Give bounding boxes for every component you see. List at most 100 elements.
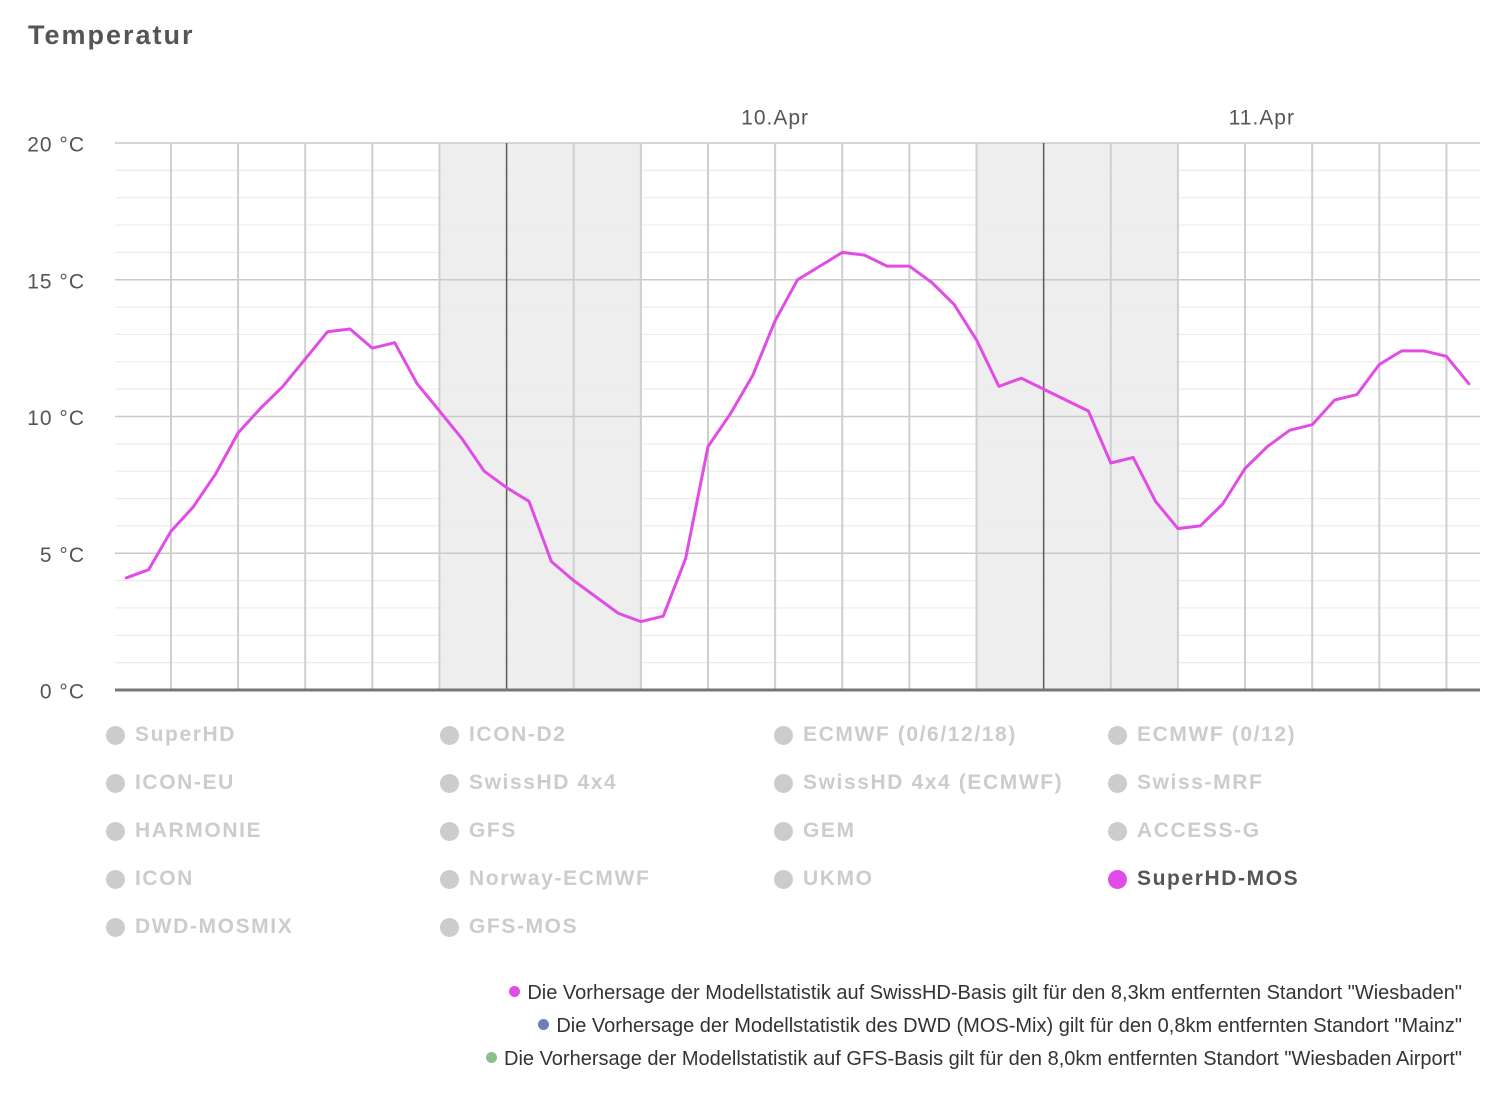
legend-label: GFS-MOS: [469, 915, 579, 938]
data-point: [995, 382, 1003, 390]
data-point: [726, 410, 734, 418]
data-point: [592, 593, 600, 601]
legend-label: SwissHD 4x4: [469, 771, 618, 794]
y-tick-label: 5 °C: [40, 544, 85, 567]
data-point: [1286, 426, 1294, 434]
y-tick-label: 20 °C: [27, 134, 85, 157]
legend-marker: [774, 725, 793, 745]
footnote-gfs-mos: Die Vorhersage der Modellstatistik auf G…: [486, 1043, 1462, 1076]
data-point: [189, 503, 197, 511]
legend-marker: [1108, 821, 1127, 841]
data-point: [368, 344, 376, 352]
footnote-dwd-mosmix: Die Vorhersage der Modellstatistik des D…: [486, 1010, 1462, 1043]
legend-label: ACCESS-G: [1137, 819, 1261, 842]
data-point: [1442, 352, 1450, 360]
legend-label: DWD-MOSMIX: [135, 915, 294, 938]
legend-marker: [106, 773, 125, 793]
legend-label: Norway-ECMWF: [469, 867, 651, 890]
legend-item-harmonie[interactable]: HARMONIE: [106, 819, 440, 843]
data-point: [234, 429, 242, 437]
data-point: [794, 276, 802, 284]
footnote-marker: [509, 986, 521, 998]
legend-item-ecmwf-0-6-12-18[interactable]: ECMWF (0/6/12/18): [774, 723, 1108, 747]
data-point: [615, 609, 623, 617]
legend-item-swisshd-4x4-ecmwf[interactable]: SwissHD 4x4 (ECMWF): [774, 771, 1108, 795]
data-point: [1040, 385, 1048, 393]
data-point: [771, 317, 779, 325]
legend-item-access-g[interactable]: ACCESS-G: [1108, 819, 1442, 843]
data-point: [480, 467, 488, 475]
data-point: [1263, 443, 1271, 451]
data-point: [503, 484, 511, 492]
legend-item-gem[interactable]: GEM: [774, 819, 1108, 843]
legend-marker: [774, 773, 793, 793]
footnote-marker: [486, 1052, 497, 1064]
data-point: [1196, 522, 1204, 530]
legend-item-superhd-mos[interactable]: SuperHD-MOS: [1108, 867, 1442, 891]
legend-item-norway-ecmwf[interactable]: Norway-ECMWF: [440, 867, 774, 891]
data-point: [1084, 407, 1092, 415]
data-point: [436, 407, 444, 415]
data-point: [749, 372, 757, 380]
legend-label: Swiss-MRF: [1137, 771, 1264, 794]
legend-marker: [774, 821, 793, 841]
data-point: [1107, 459, 1115, 467]
x-date-label: 10.Apr: [741, 107, 809, 130]
data-point: [1062, 396, 1070, 404]
legend-marker: [1108, 773, 1127, 793]
data-point: [637, 618, 645, 626]
legend-marker: [106, 725, 125, 745]
legend-label: SuperHD-MOS: [1137, 867, 1300, 890]
chart-title: Temperatur: [28, 20, 195, 50]
legend-item-swisshd-4x4[interactable]: SwissHD 4x4: [440, 771, 774, 795]
data-point: [1308, 421, 1316, 429]
legend-item-icon[interactable]: ICON: [106, 867, 440, 891]
footnote-text: Die Vorhersage der Modellstatistik auf S…: [527, 982, 1462, 1004]
legend-marker: [1108, 869, 1127, 889]
data-point: [1398, 347, 1406, 355]
data-point: [1241, 465, 1249, 473]
data-point: [1331, 396, 1339, 404]
legend-item-gfs-mos[interactable]: GFS-MOS: [440, 915, 774, 939]
legend-marker: [106, 821, 125, 841]
legend-marker: [1108, 725, 1127, 745]
series-line-superhd-mos[interactable]: [124, 250, 1471, 624]
data-point: [659, 612, 667, 620]
footnote-text: Die Vorhersage der Modellstatistik auf G…: [504, 1048, 1462, 1070]
data-point: [1420, 347, 1428, 355]
data-point: [570, 577, 578, 585]
temperature-chart: 0 °C 5 °C 10 °C 15 °C 20 °C 10.Apr 11.Apr: [27, 107, 1480, 704]
legend-label: SwissHD 4x4 (ECMWF): [803, 771, 1064, 794]
legend-item-dwd-mosmix[interactable]: DWD-MOSMIX: [106, 915, 440, 939]
legend-item-superhd[interactable]: SuperHD: [106, 723, 440, 747]
data-point: [1174, 525, 1182, 533]
legend-label: ICON: [135, 867, 194, 890]
data-point: [928, 279, 936, 287]
data-point: [1017, 374, 1025, 382]
footnotes: Die Vorhersage der Modellstatistik auf S…: [486, 977, 1462, 1076]
data-point: [279, 382, 287, 390]
legend-marker: [440, 773, 459, 793]
data-point: [704, 443, 712, 451]
data-point: [816, 262, 824, 270]
legend-item-gfs[interactable]: GFS: [440, 819, 774, 843]
legend-item-swiss-mrf[interactable]: Swiss-MRF: [1108, 771, 1442, 795]
legend-marker: [106, 917, 125, 937]
legend-marker: [440, 869, 459, 889]
data-point: [861, 251, 869, 259]
y-tick-label: 0 °C: [40, 681, 85, 704]
data-point: [324, 328, 332, 336]
legend-marker: [774, 869, 793, 889]
data-point: [973, 336, 981, 344]
legend-label: ECMWF (0/6/12/18): [803, 723, 1017, 746]
y-tick-label: 10 °C: [27, 407, 85, 430]
data-point: [413, 380, 421, 388]
data-point: [1152, 497, 1160, 505]
legend-item-icon-eu[interactable]: ICON-EU: [106, 771, 440, 795]
legend-item-icon-d2[interactable]: ICON-D2: [440, 723, 774, 747]
legend-item-ukmo[interactable]: UKMO: [774, 867, 1108, 891]
data-point: [212, 470, 220, 478]
legend-item-ecmwf-0-12[interactable]: ECMWF (0/12): [1108, 723, 1442, 747]
data-point: [145, 566, 153, 574]
y-tick-label: 15 °C: [27, 270, 85, 293]
